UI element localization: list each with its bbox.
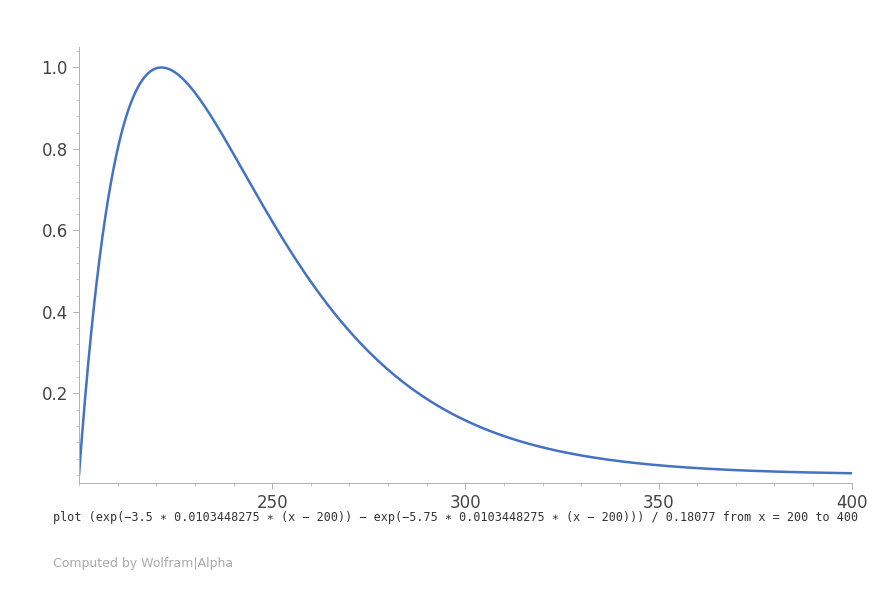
Text: Computed by Wolfram|Alpha: Computed by Wolfram|Alpha	[53, 557, 232, 570]
Text: plot (exp(−3.5 ∗ 0.0103448275 ∗ (x − 200)) − exp(−5.75 ∗ 0.0103448275 ∗ (x − 200: plot (exp(−3.5 ∗ 0.0103448275 ∗ (x − 200…	[53, 511, 857, 524]
